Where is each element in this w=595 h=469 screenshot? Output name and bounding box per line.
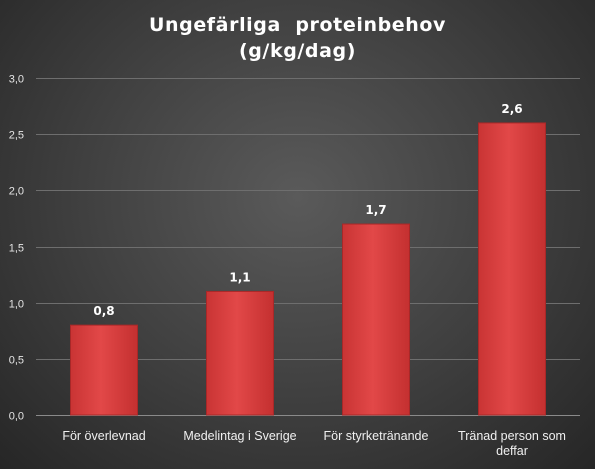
y-tick-label: 2,0	[9, 186, 24, 198]
y-tick-label: 0,5	[9, 355, 24, 367]
data-label: 1,1	[229, 270, 250, 284]
chart-subtitle: (g/kg/dag)	[238, 40, 357, 62]
bar	[342, 223, 410, 416]
category-label: deffar	[496, 444, 528, 458]
bars	[70, 122, 546, 416]
y-axis: 0,0 0,5 1,0 1,5 2,0 2,5 3,0	[9, 74, 24, 423]
y-tick-label: 3,0	[9, 74, 24, 86]
category-label: För överlevnad	[62, 429, 145, 443]
category-label: För styrketränande	[324, 429, 429, 443]
bar	[206, 290, 274, 416]
data-label: 1,7	[365, 203, 386, 217]
y-tick-label: 1,0	[9, 299, 24, 311]
x-axis: För överlevnad Medelintag i Sverige För st…	[62, 429, 566, 458]
data-label: 2,6	[501, 102, 522, 116]
y-tick-label: 1,5	[9, 243, 24, 255]
category-label: Tränad person som	[458, 429, 566, 443]
y-tick-label: 0,0	[9, 411, 24, 423]
category-label: Medelintag i Sverige	[183, 429, 296, 443]
y-tick-label: 2,5	[9, 130, 24, 142]
data-label: 0,8	[93, 304, 114, 318]
bar	[478, 122, 546, 416]
data-labels: 0,8 1,1 1,7 2,6	[93, 102, 522, 318]
chart-title: Ungefärliga proteinbehov	[148, 14, 447, 36]
bar	[70, 324, 138, 416]
